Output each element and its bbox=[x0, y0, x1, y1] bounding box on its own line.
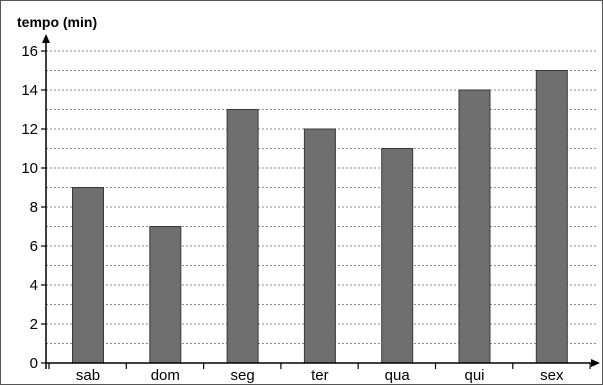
bar-ter bbox=[303, 128, 336, 364]
axes bbox=[42, 34, 600, 369]
x-axis-arrow bbox=[591, 359, 600, 367]
y-tick-label: 12 bbox=[21, 121, 38, 138]
x-tick-label: qua bbox=[385, 367, 411, 384]
y-tick-label: 0 bbox=[30, 355, 38, 372]
y-tick-label: 10 bbox=[21, 160, 38, 177]
y-tick-label: 8 bbox=[30, 199, 38, 216]
x-tick-label: seg bbox=[231, 367, 255, 384]
y-tick-label: 2 bbox=[30, 316, 38, 333]
y-tick-label: 6 bbox=[30, 238, 38, 255]
y-tick-label: 14 bbox=[21, 82, 38, 99]
bar-sab bbox=[72, 187, 104, 364]
x-tick-label: dom bbox=[151, 367, 180, 384]
bars bbox=[72, 70, 568, 364]
x-tick-label: sex bbox=[540, 367, 564, 384]
bar-dom bbox=[149, 226, 182, 364]
y-axis-arrow bbox=[42, 34, 50, 43]
x-tick-label: ter bbox=[311, 367, 329, 384]
bar-qui bbox=[458, 89, 491, 364]
bar-seg bbox=[226, 109, 259, 364]
y-tick-label: 4 bbox=[30, 277, 38, 294]
bar-qua bbox=[381, 148, 414, 364]
y-tick-label: 16 bbox=[21, 43, 38, 60]
x-tick-label: sab bbox=[76, 367, 100, 384]
y-axis-label: tempo (min) bbox=[17, 14, 97, 30]
y-tick-labels: 0 2 4 6 8 10 12 14 16 bbox=[21, 43, 46, 372]
bar-sex bbox=[535, 70, 568, 364]
x-tick-label: qui bbox=[464, 367, 484, 384]
x-tick-labels: sab dom seg ter qua qui sex bbox=[48, 363, 591, 384]
